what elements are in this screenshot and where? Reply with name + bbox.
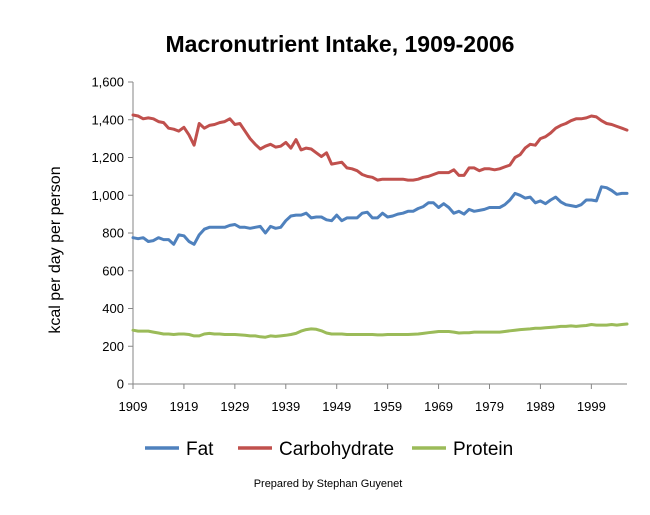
chart-legend: Fat Carbohydrate Protein <box>145 439 513 460</box>
x-tick-label: 1929 <box>220 399 249 414</box>
x-tick-label: 1949 <box>322 399 351 414</box>
y-tick-label: 1,000 <box>91 188 124 203</box>
x-tick-label: 1919 <box>169 399 198 414</box>
x-tick-label: 1989 <box>526 399 555 414</box>
y-tick-label: 1,400 <box>91 112 124 127</box>
x-tick-label: 1999 <box>577 399 606 414</box>
x-tick-label: 1979 <box>475 399 504 414</box>
x-tick-label: 1909 <box>119 399 148 414</box>
credit-text: Prepared by Stephan Guyenet <box>254 478 403 490</box>
series-line-carbohydrate <box>131 113 629 182</box>
y-tick-label: 400 <box>102 301 124 316</box>
x-tick-label: 1959 <box>373 399 402 414</box>
plot-area: 0 200 400 600 800 1,000 1,200 1,400 1,600 1909 191… <box>91 75 629 414</box>
legend-label-protein: Protein <box>453 439 513 460</box>
y-tick-label: 0 <box>117 377 124 392</box>
y-axis-label: kcal per day per person <box>47 166 64 333</box>
x-tick-label: 1969 <box>424 399 453 414</box>
legend-label-fat: Fat <box>186 439 214 460</box>
series-line-protein <box>131 322 629 339</box>
y-tick-label: 1,600 <box>91 75 124 90</box>
legend-label-carbohydrate: Carbohydrate <box>279 439 394 460</box>
series-line-fat <box>131 185 629 246</box>
y-tick-label: 600 <box>102 263 124 278</box>
y-tick-label: 200 <box>102 339 124 354</box>
chart-title: Macronutrient Intake, 1909-2006 <box>166 31 515 57</box>
x-tick-label: 1939 <box>271 399 300 414</box>
y-tick-label: 800 <box>102 226 124 241</box>
y-tick-label: 1,200 <box>91 150 124 165</box>
